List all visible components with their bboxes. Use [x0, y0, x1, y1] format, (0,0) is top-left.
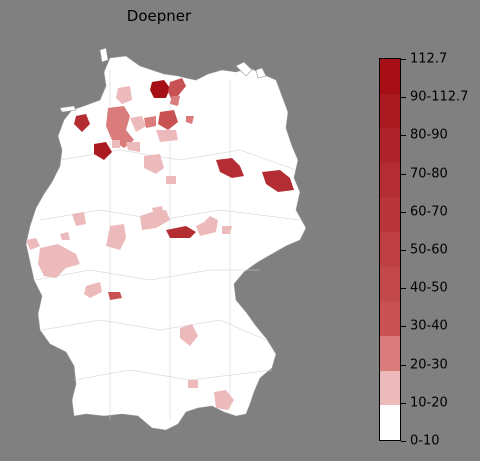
legend-segment — [380, 59, 400, 94]
district-region — [72, 212, 86, 226]
legend-tick-label: 10-20 — [410, 395, 448, 411]
legend-tick-mark — [401, 211, 406, 213]
district-region — [26, 238, 40, 250]
legend-segment — [380, 128, 400, 163]
legend-tick-mark — [401, 402, 406, 404]
legend-segment — [380, 266, 400, 302]
district-region — [94, 142, 112, 160]
district-region — [158, 110, 178, 130]
legend-segment — [380, 370, 400, 406]
district-region — [108, 292, 122, 300]
map-title: Doepner — [126, 7, 192, 25]
legend-tick-label: 80-90 — [410, 127, 448, 143]
legend-tick-label: 40-50 — [410, 280, 448, 296]
district-region — [130, 116, 146, 132]
district-region — [144, 116, 156, 128]
legend-tick-mark — [401, 135, 406, 137]
legend-tick-label: 60-70 — [410, 204, 448, 220]
legend-segment — [380, 405, 400, 441]
legend-tick-mark — [401, 364, 406, 366]
legend-tick-mark — [401, 326, 406, 328]
district-region — [188, 380, 198, 388]
district-region — [262, 170, 294, 192]
district-region — [60, 232, 70, 240]
district-region — [106, 224, 126, 250]
legend-segment — [380, 336, 400, 371]
district-region — [170, 96, 180, 106]
district-region — [150, 80, 170, 98]
legend-tick-label: 20-30 — [410, 357, 448, 373]
district-region — [126, 142, 140, 152]
district-region — [152, 206, 164, 216]
district-region — [214, 390, 234, 410]
district-region — [216, 158, 244, 178]
island — [235, 61, 253, 77]
legend-segment — [380, 301, 400, 337]
legend-tick-label: 30-40 — [410, 318, 448, 334]
legend-segment — [380, 197, 400, 233]
legend-tick-label: 70-80 — [410, 166, 448, 182]
district-region — [166, 226, 196, 238]
germany-choropleth-map — [25, 47, 307, 431]
district-region — [168, 78, 186, 100]
legend-tick-mark — [401, 59, 406, 60]
district-region — [196, 216, 218, 236]
district-region — [166, 176, 176, 184]
district-region — [186, 116, 194, 124]
legend-segment — [380, 162, 400, 198]
island — [99, 47, 109, 63]
color-legend-bar — [379, 58, 401, 441]
island — [59, 105, 77, 113]
district-region — [222, 226, 232, 234]
district-region — [180, 324, 198, 346]
legend-tick-label: 0-10 — [410, 433, 440, 449]
legend-tick-label: 50-60 — [410, 242, 448, 258]
district-region — [144, 154, 164, 174]
legend-tick-mark — [401, 288, 406, 290]
highlighted-districts — [26, 78, 294, 410]
legend-tick-mark — [401, 250, 406, 251]
island — [255, 67, 267, 79]
district-region — [38, 244, 80, 278]
legend-segment — [380, 232, 400, 267]
legend-tick-mark — [401, 173, 406, 175]
legend-tick-label: 112.7 — [410, 51, 448, 67]
legend-tick-mark — [401, 441, 406, 442]
legend-tick-label: 90-112.7 — [410, 89, 469, 105]
district-region — [156, 130, 178, 142]
legend-tick-mark — [401, 97, 406, 99]
district-region — [106, 106, 134, 148]
district-region — [84, 282, 102, 298]
district-region — [74, 114, 90, 132]
legend-segment — [380, 93, 400, 129]
district-region — [112, 140, 120, 148]
district-region — [116, 86, 132, 104]
